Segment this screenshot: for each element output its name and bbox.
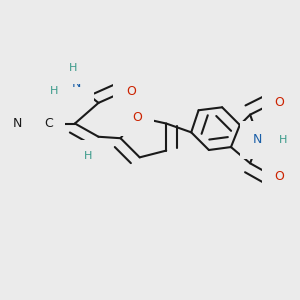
Text: H: H [279, 135, 287, 145]
Text: O: O [274, 170, 284, 183]
Text: O: O [274, 96, 284, 110]
Text: N: N [13, 117, 22, 130]
Text: H: H [84, 151, 92, 161]
Text: H: H [50, 86, 58, 96]
Text: H: H [69, 63, 78, 73]
Text: O: O [126, 85, 136, 98]
Text: N: N [253, 133, 262, 146]
Text: O: O [132, 110, 142, 124]
Text: N: N [72, 77, 81, 90]
Text: C: C [44, 117, 53, 130]
